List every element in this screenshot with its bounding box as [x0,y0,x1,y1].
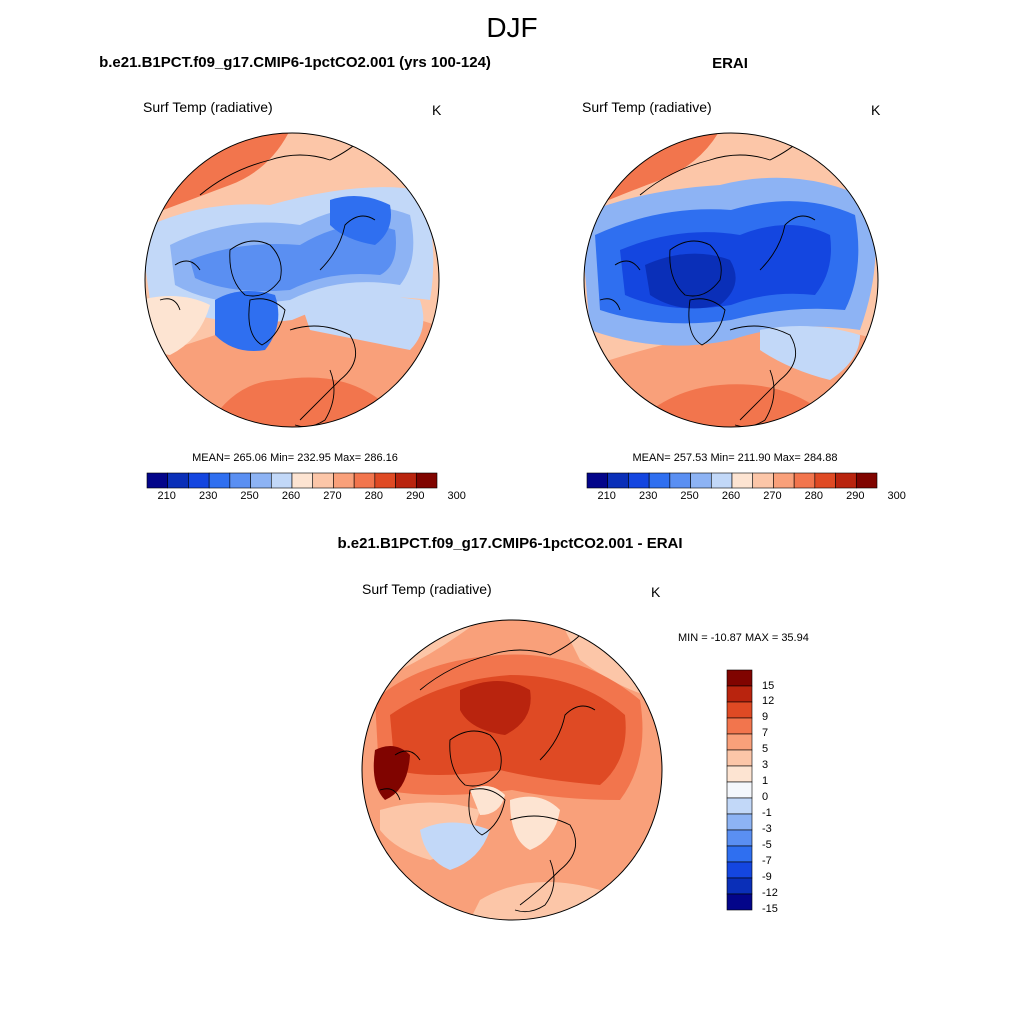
panel1-colorbar-swatch [146,472,169,489]
panel1-colorbar-tick-label: 270 [323,490,342,502]
panel2-colorbar-swatch [586,472,609,489]
panel3-stats: MIN = -10.87 MAX = 35.94 [678,632,809,644]
panel2-units-label: K [871,102,881,118]
panel2-colorbar-swatch [690,472,712,489]
panel3-colorbar-swatch [726,877,753,895]
panel1-colorbar-tick-label: 230 [198,490,218,502]
panel2-colorbar-tick-label: 300 [887,490,906,502]
panel1-colorbar-swatch [208,472,231,489]
panel3-colorbar-tick-label: -7 [762,855,772,867]
panel2-title: ERAI [712,55,748,72]
panel1-map [145,133,439,427]
panel3-colorbar-swatch [726,813,753,831]
panel3-colorbar-tick-label: 0 [762,791,769,803]
panel3-colorbar-swatch [726,765,753,783]
panel3-colorbar-tick-label: 7 [762,727,769,739]
panel3-colorbar-swatch [726,733,753,751]
panel3-colorbar-tick-label: -9 [762,871,772,883]
panel2-stats: MEAN= 257.53 Min= 211.90 Max= 284.88 [632,452,838,464]
panel3-colorbar-swatch [726,685,753,703]
panel3-colorbar-swatch [726,861,753,879]
panel2-colorbar-tick-label: 270 [763,490,782,502]
panel1-colorbar-swatch [415,472,438,489]
panel3-colorbar-swatch [726,893,753,911]
panel1-colorbar-swatch [395,472,417,489]
panel2-colorbar-swatch [752,472,774,489]
panel2-colorbar-tick-label: 290 [846,490,865,502]
panel1-colorbar-swatch [188,472,210,489]
panel3-colorbar-tick-label: 3 [762,759,769,771]
panel2-colorbar-tick-label: 250 [680,490,699,502]
panel1-colorbar-swatch [353,472,376,489]
panel2-colorbar-swatch [669,472,691,489]
panel3-colorbar-swatch [726,701,753,719]
panel1-colorbar-swatch [270,472,293,489]
panel1-colorbar-tick-label: 210 [157,490,176,502]
panel3-colorbar-tick-label: 1 [762,775,769,787]
panel1-stats: MEAN= 265.06 Min= 232.95 Max= 286.16 [192,452,398,464]
panel3-colorbar-tick-label: -1 [762,807,772,819]
panel2-colorbar-swatch [628,472,650,489]
panel3-colorbar-tick-label: -3 [762,823,772,835]
panel3-map [362,620,662,920]
panel3-colorbar-tick-label: -5 [762,839,772,851]
panel1-colorbar-swatch [167,472,189,489]
panel3-colorbar-swatch [726,829,753,847]
panel1-colorbar-tick-label: 250 [240,490,259,502]
panel3-colorbar-tick-label: -15 [762,903,778,915]
panel2-colorbar-swatch [731,472,754,489]
panel1-variable-label: Surf Temp (radiative) [143,99,273,115]
panel3-colorbar-tick-label: 5 [762,743,769,755]
panel3-colorbar-swatch [726,749,753,767]
panel1-colorbar-swatch [291,472,314,489]
panel2-colorbar-swatch [855,472,878,489]
panel2-colorbar-tick-label: 210 [597,490,616,502]
panel3-colorbar-tick-label: -12 [762,887,778,899]
panel2-colorbar-swatch [773,472,795,489]
panel1-colorbar-tick-label: 260 [281,490,301,502]
panel1-colorbar-swatch [333,472,355,489]
panel2-colorbar-swatch [648,472,671,489]
panel2-colorbar-tick-label: 280 [804,490,824,502]
panel1-colorbar-swatch [229,472,251,489]
panel2-colorbar-swatch [793,472,816,489]
panel3-colorbar-tick-label: 12 [762,695,775,707]
panel1-colorbar-tick-label: 300 [447,490,466,502]
panel2-map [584,133,878,427]
panel3-colorbar-swatch [726,669,753,687]
panel2-colorbar-swatch [814,472,836,489]
panel3-colorbar-tick-label: 9 [762,711,769,723]
panel1-title: b.e21.B1PCT.f09_g17.CMIP6-1pctCO2.001 (y… [99,54,491,71]
panel2-colorbar-tick-label: 230 [638,490,658,502]
panel1-colorbar-swatch [250,472,272,489]
panel3-colorbar-swatch [726,781,753,799]
panel3-title: b.e21.B1PCT.f09_g17.CMIP6-1pctCO2.001 - … [337,535,683,552]
panel3-colorbar-tick-label: 15 [762,680,775,692]
panel1-colorbar-tick-label: 290 [406,490,425,502]
panel3-colorbar-swatch [726,717,753,735]
figure-title: DJF [486,12,538,43]
panel2-variable-label: Surf Temp (radiative) [582,99,712,115]
panel1-colorbar-swatch [312,472,334,489]
panel2-colorbar-swatch [710,472,733,489]
panel2-colorbar-swatch [835,472,857,489]
panel1-colorbar [146,472,438,489]
panel1-colorbar-tick-label: 280 [364,490,384,502]
panel3-colorbar-swatch [726,845,753,863]
panel2-colorbar [586,472,878,489]
panel2-colorbar-swatch [607,472,629,489]
panel2-colorbar-tick-label: 260 [721,490,741,502]
panel3-colorbar-swatch [726,797,753,815]
panel3-units-label: K [651,584,661,600]
panel1-units-label: K [432,102,442,118]
panel1-colorbar-swatch [374,472,396,489]
panel3-colorbar [726,669,753,911]
panel3-variable-label: Surf Temp (radiative) [362,581,492,597]
